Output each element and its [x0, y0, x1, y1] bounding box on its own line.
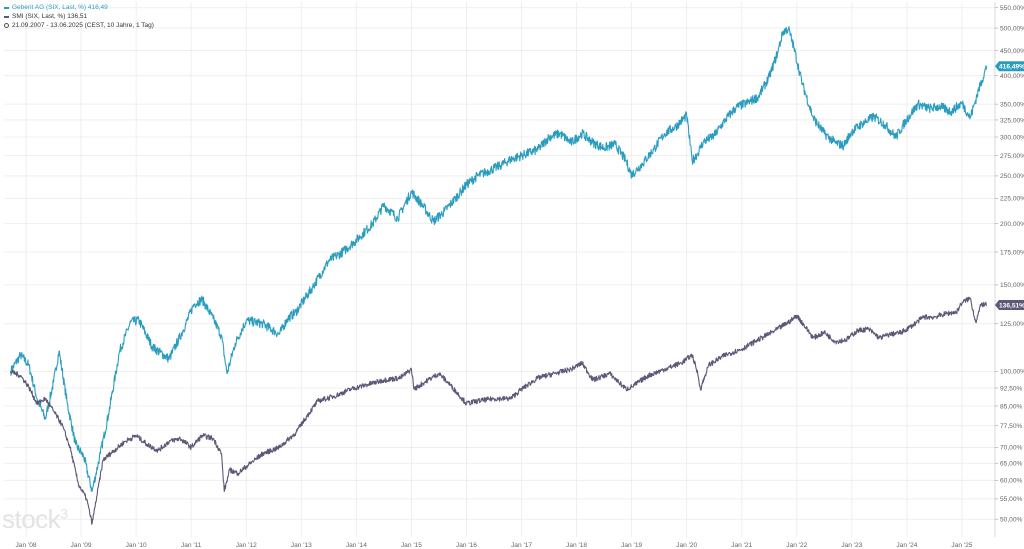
last-value-label: 416,49% — [999, 64, 1024, 71]
series-line-geberit — [10, 26, 988, 492]
legend-swatch-geberit — [4, 6, 9, 9]
x-tick-label: Jan '08 — [15, 542, 36, 549]
x-tick-label: Jan '24 — [896, 542, 917, 549]
chart-legend: Geberit AG (SIX, Last, %) 416,49 SMI (SI… — [4, 3, 154, 30]
x-axis: Jan '08 Jan '09 Jan '10 Jan '11 Jan '12 Jan '… — [15, 542, 972, 549]
x-tick-label: Jan '21 — [731, 542, 752, 549]
legend-item-smi: SMI (SIX, Last, %) 136,51 — [4, 12, 154, 21]
x-tick-label: Jan '22 — [786, 542, 807, 549]
x-tick-label: Jan '13 — [291, 542, 312, 549]
y-tick-label: 92,50% — [1000, 385, 1023, 392]
y-tick-label: 550,00% — [1000, 5, 1024, 12]
x-tick-label: Jan '15 — [401, 542, 422, 549]
y-tick-label: 450,00% — [1000, 48, 1024, 55]
x-tick-label: Jan '10 — [126, 542, 147, 549]
legend-label-smi: SMI (SIX, Last, %) 136,51 — [12, 13, 88, 20]
x-tick-label: Jan '12 — [236, 542, 257, 549]
x-tick-label: Jan '25 — [951, 542, 972, 549]
series-line-smi — [10, 296, 988, 525]
legend-item-geberit: Geberit AG (SIX, Last, %) 416,49 — [4, 3, 154, 12]
stock3-logo: stock3 — [2, 504, 68, 534]
y-tick-label: 225,00% — [1000, 196, 1024, 203]
x-tick-label: Jan '19 — [621, 542, 642, 549]
y-tick-label: 60,00% — [1000, 478, 1023, 485]
legend-label-geberit: Geberit AG (SIX, Last, %) 416,49 — [12, 4, 108, 11]
y-tick-label: 300,00% — [1000, 134, 1024, 141]
x-tick-label: Jan '18 — [566, 542, 587, 549]
legend-swatch-smi — [4, 15, 9, 18]
y-tick-label: 100,00% — [1000, 369, 1024, 376]
legend-period: 21.09.2007 - 13.06.2025 (CEST, 10 Jahre,… — [4, 21, 154, 30]
x-tick-label: Jan '09 — [71, 542, 92, 549]
y-tick-label: 350,00% — [1000, 101, 1024, 108]
y-tick-label: 500,00% — [1000, 25, 1024, 32]
last-value-badges: 416,49% 136,51% — [995, 61, 1024, 310]
y-tick-label: 70,00% — [1000, 445, 1023, 452]
y-tick-label: 77,50% — [1000, 423, 1023, 430]
y-tick-label: 200,00% — [1000, 221, 1024, 228]
y-tick-label: 85,00% — [1000, 403, 1023, 410]
x-tick-label: Jan '17 — [511, 542, 532, 549]
last-value-label: 136,51% — [999, 302, 1024, 309]
y-tick-label: 400,00% — [1000, 73, 1024, 80]
y-tick-label: 65,00% — [1000, 461, 1023, 468]
x-tick-label: Jan '23 — [841, 542, 862, 549]
clock-icon — [4, 23, 9, 28]
y-tick-label: 250,00% — [1000, 173, 1024, 180]
x-tick-label: Jan '20 — [676, 542, 697, 549]
x-tick-label: Jan '16 — [456, 542, 477, 549]
y-tick-label: 50,00% — [1000, 517, 1023, 524]
y-tick-label: 125,00% — [1000, 321, 1024, 328]
y-tick-label: 150,00% — [1000, 282, 1024, 289]
y-tick-label: 325,00% — [1000, 117, 1024, 124]
y-tick-label: 175,00% — [1000, 249, 1024, 256]
last-value-badge-geberit: 416,49% — [995, 61, 1024, 72]
x-tick-label: Jan '11 — [181, 542, 202, 549]
x-tick-label: Jan '14 — [346, 542, 367, 549]
y-axis: 50,00% 55,00% 60,00% 65,00% 70,00% 77,50% 85,0… — [994, 2, 1024, 537]
last-value-badge-smi: 136,51% — [995, 299, 1024, 310]
series-lines — [10, 26, 988, 525]
grid — [4, 2, 995, 537]
legend-period-label: 21.09.2007 - 13.06.2025 (CEST, 10 Jahre,… — [12, 22, 154, 29]
y-tick-label: 275,00% — [1000, 153, 1024, 160]
y-tick-label: 55,00% — [1000, 496, 1023, 503]
